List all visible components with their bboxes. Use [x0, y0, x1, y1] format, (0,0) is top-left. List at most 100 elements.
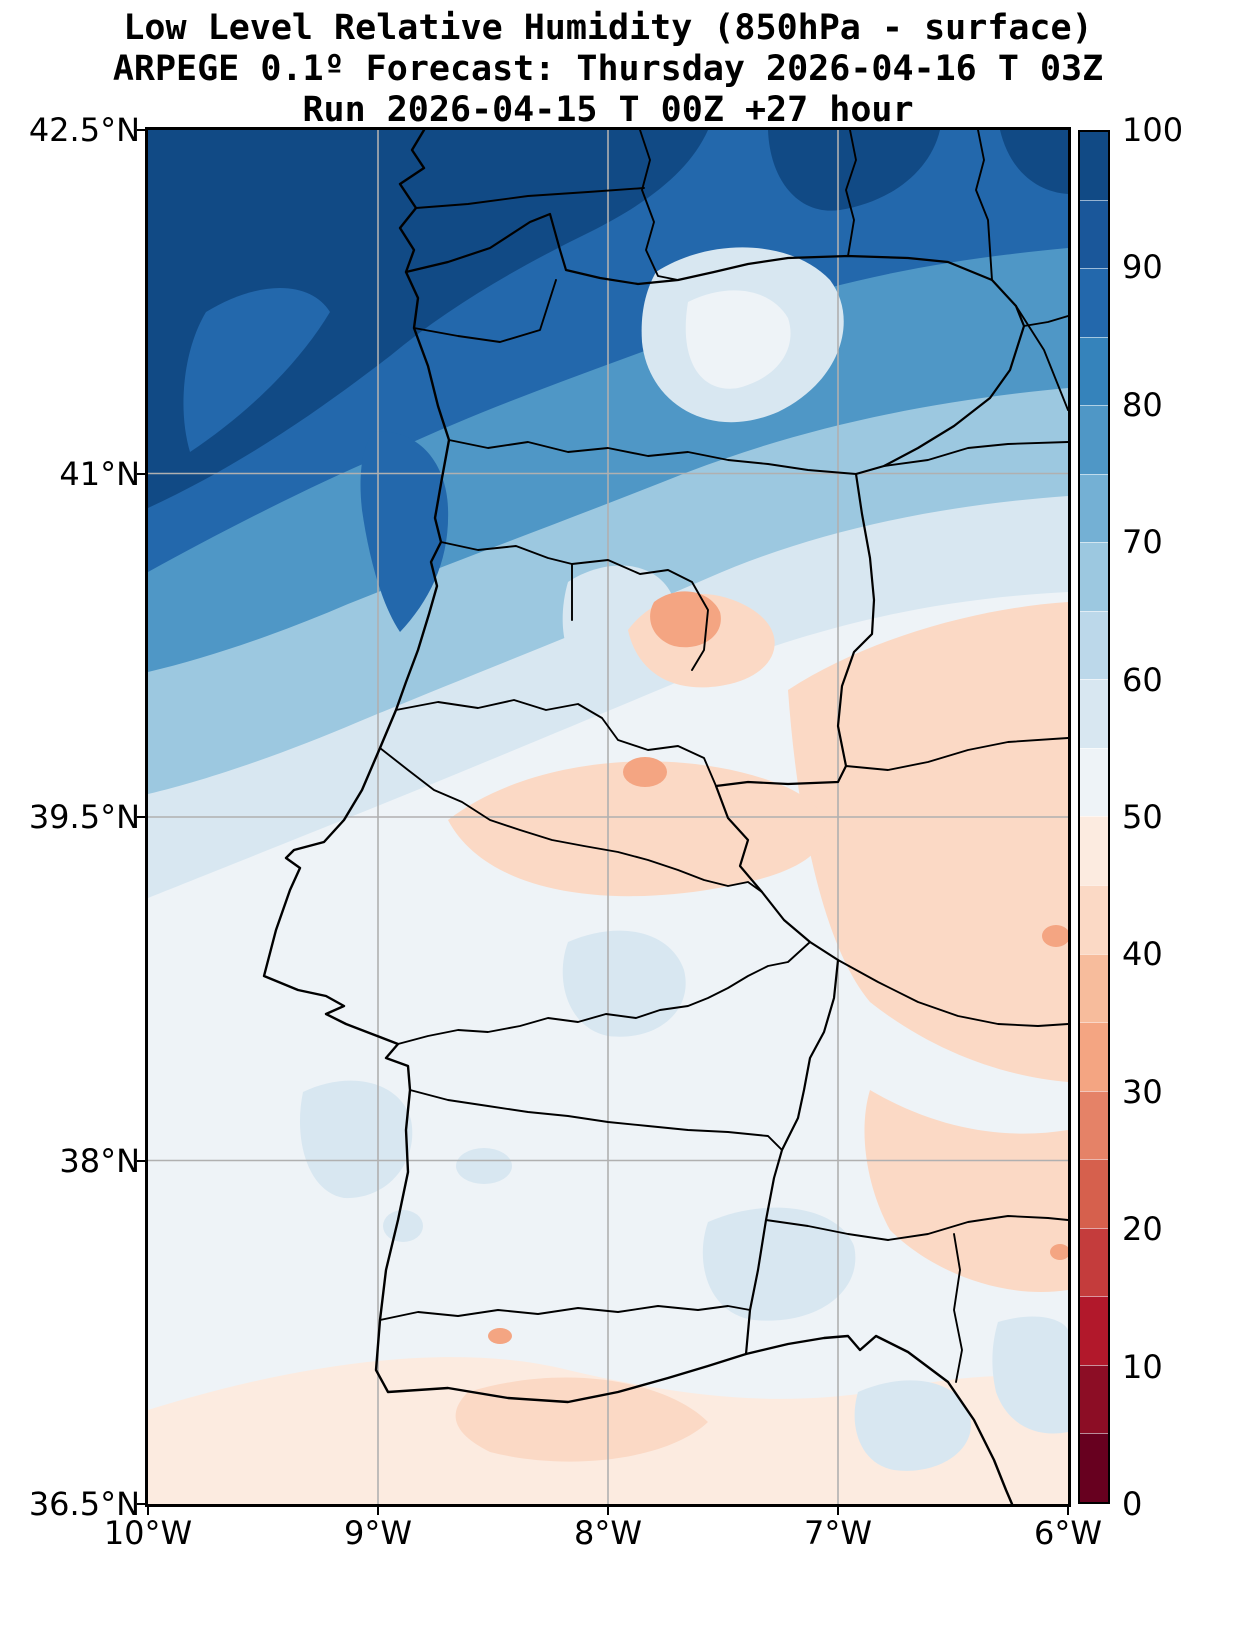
province-border-path: [837, 959, 1068, 1027]
colorbar-segment: [1080, 1159, 1108, 1228]
x-axis-tick: [377, 1507, 379, 1515]
humidity-region: [992, 1316, 1068, 1434]
colorbar-segment: [1080, 885, 1108, 954]
colorbar-segment: [1080, 405, 1108, 474]
y-axis-tick: [137, 1159, 145, 1162]
colorbar-segment: [1080, 1227, 1108, 1297]
colorbar-bar: [1078, 130, 1110, 1504]
x-axis-tick: [1067, 1507, 1069, 1515]
province-border-path: [1015, 305, 1068, 411]
district-border-path: [379, 1305, 751, 1321]
x-tick-label: 10°W: [103, 1514, 193, 1552]
colorbar-tick-label: 100: [1122, 111, 1184, 149]
humidity-region: [788, 602, 1068, 1082]
humidity-region: [183, 288, 330, 452]
x-tick-label: 6°W: [1034, 1514, 1102, 1552]
district-border-path: [448, 439, 857, 475]
colorbar-segment: [1080, 679, 1108, 748]
colorbar-tick-label: 50: [1122, 798, 1163, 836]
colorbar-segment: [1080, 953, 1108, 1023]
district-border-path: [397, 941, 811, 1045]
humidity-region: [456, 1148, 512, 1184]
colorbar-segment: [1080, 610, 1108, 680]
humidity-region: [448, 761, 826, 897]
title-line-3: Run 2026-04-15 T 00Z +27 hour: [302, 90, 914, 130]
district-border-path: [409, 1089, 783, 1151]
colorbar-segment: [1080, 336, 1108, 406]
figure-title: Low Level Relative Humidity (850hPa - su…: [0, 8, 1216, 131]
colorbar-segment: [1080, 816, 1108, 886]
province-border-path: [845, 130, 857, 257]
colorbar-segment: [1080, 132, 1108, 200]
x-axis-tick: [607, 1507, 609, 1515]
x-axis-tick: [147, 1507, 149, 1515]
province-border-path: [845, 737, 1068, 771]
district-borders: [379, 130, 1068, 1383]
colorbar-segment: [1080, 1296, 1108, 1365]
province-border-path: [639, 130, 679, 281]
x-axis-tick: [837, 1507, 839, 1515]
humidity-region: [1042, 925, 1068, 947]
province-border-path: [765, 1215, 1068, 1241]
district-border-path: [571, 559, 709, 671]
colorbar-segment: [1080, 1433, 1108, 1502]
graticule: [148, 130, 1068, 1504]
province-border-path: [953, 1233, 963, 1383]
colorbar-tick-label: 0: [1122, 1485, 1143, 1523]
colorbar-tick-label: 40: [1122, 935, 1163, 974]
district-border-path: [440, 541, 573, 621]
humidity-region: [562, 930, 686, 1037]
humidity-region: [768, 130, 940, 211]
province-border-path: [975, 130, 993, 281]
y-tick-label: 39.5°N: [28, 798, 140, 836]
district-border-path: [395, 699, 717, 787]
y-axis-tick: [137, 129, 145, 131]
colorbar-tick-label: 70: [1122, 523, 1163, 562]
colorbar-segment: [1080, 1090, 1108, 1160]
district-border-path: [413, 279, 557, 343]
humidity-map: [148, 130, 1068, 1504]
y-axis-tick: [137, 1503, 145, 1505]
colorbar-segment: [1080, 747, 1108, 817]
colorbar-segment: [1080, 1022, 1108, 1091]
y-tick-label: 36.5°N: [28, 1485, 140, 1523]
x-tick-label: 7°W: [804, 1514, 872, 1552]
district-border-path: [379, 747, 763, 893]
colorbar-tick-label: 80: [1122, 385, 1163, 424]
colorbar-tick-label: 30: [1122, 1072, 1163, 1111]
humidity-region: [1050, 1244, 1068, 1260]
colorbar-segment: [1080, 473, 1108, 543]
humidity-region: [299, 1080, 413, 1199]
humidity-region: [148, 130, 708, 508]
x-tick-label: 9°W: [344, 1514, 412, 1552]
humidity-region: [650, 591, 721, 648]
colorbar-tick-label: 60: [1122, 660, 1163, 699]
colorbar-tick-label: 20: [1122, 1210, 1163, 1249]
y-tick-label: 41°N: [59, 454, 140, 493]
humidity-region: [623, 757, 667, 787]
colorbar-segment: [1080, 542, 1108, 611]
x-tick-label: 8°W: [574, 1514, 642, 1552]
y-axis-tick: [137, 816, 145, 818]
province-border-path: [1023, 315, 1068, 327]
humidity-region: [864, 1090, 1068, 1292]
colorbar-segment: [1080, 268, 1108, 337]
colorbar-labels: 100 90 80 70 60 50 40 30 20 10 0: [1122, 111, 1252, 1523]
boundaries: [262, 130, 1068, 1504]
humidity-region: [685, 290, 791, 389]
humidity-region: [360, 431, 449, 632]
colorbar-tick-label: 10: [1122, 1347, 1163, 1386]
humidity-region: [383, 1210, 423, 1242]
title-line-2: ARPEGE 0.1º Forecast: Thursday 2026-04-1…: [112, 49, 1104, 89]
title-line-1: Low Level Relative Humidity (850hPa - su…: [123, 8, 1093, 48]
colorbar-segment: [1080, 1364, 1108, 1434]
colorbar-tick-label: 90: [1122, 248, 1163, 287]
province-border-path: [415, 187, 645, 209]
y-axis-tick: [137, 472, 145, 475]
humidity-region: [854, 1380, 972, 1471]
humidity-region: [488, 1328, 512, 1344]
y-tick-label: 38°N: [59, 1141, 140, 1180]
humidity-region: [702, 1207, 856, 1321]
colorbar-segment: [1080, 199, 1108, 269]
humidity-region: [1000, 130, 1068, 194]
